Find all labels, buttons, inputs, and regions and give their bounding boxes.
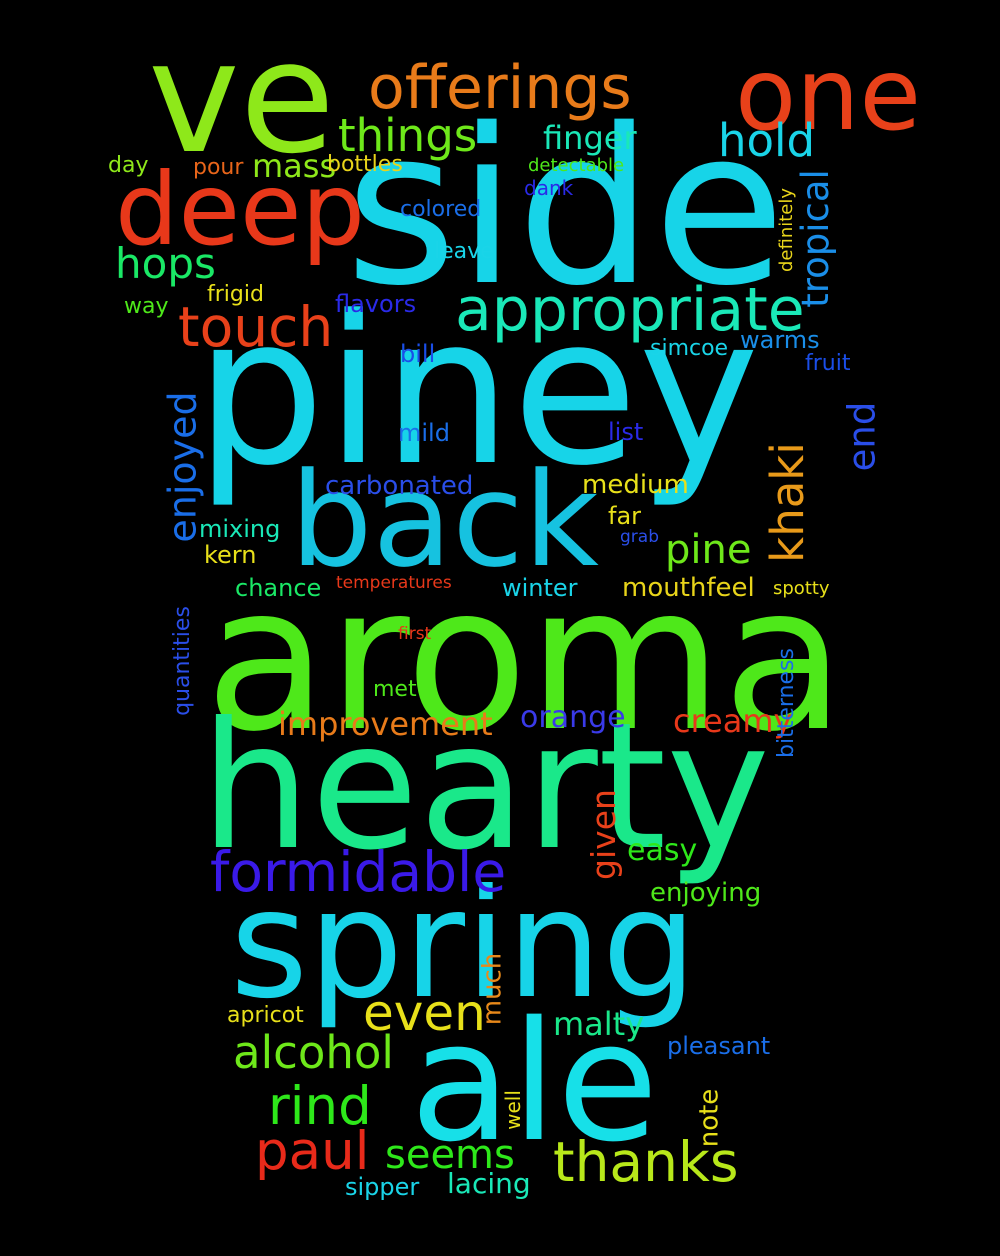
word-piney: piney xyxy=(195,273,760,511)
word-ale: ale xyxy=(410,986,659,1178)
word-first: first xyxy=(398,624,432,644)
word-lacing: lacing xyxy=(447,1167,531,1200)
word-enjoyed: enjoyed xyxy=(160,391,205,543)
word-seems: seems xyxy=(385,1132,515,1178)
word-leave: leave xyxy=(434,239,494,264)
word-temperatures: temperatures xyxy=(336,573,452,593)
word-sipper: sipper xyxy=(345,1173,420,1201)
word-appropriate: appropriate xyxy=(455,275,805,345)
word-paul: paul xyxy=(255,1121,370,1182)
word-finger: finger xyxy=(543,119,637,157)
word-fruit: fruit xyxy=(805,351,851,376)
word-creamy: creamy xyxy=(673,702,793,740)
word-easy: easy xyxy=(627,833,698,868)
word-tropical: tropical xyxy=(793,169,837,308)
word-quantities: quantities xyxy=(169,606,195,716)
word-winter: winter xyxy=(502,574,578,602)
word-alcohol: alcohol xyxy=(233,1026,394,1079)
word-ve: ve xyxy=(148,7,336,188)
word-hearty: hearty xyxy=(200,686,770,889)
word-hops: hops xyxy=(115,239,216,288)
word-improvement: improvement xyxy=(278,705,493,743)
word-enjoying: enjoying xyxy=(650,878,762,908)
word-dank: dank xyxy=(524,176,574,200)
word-thanks: thanks xyxy=(553,1130,739,1194)
word-rind: rind xyxy=(268,1076,372,1137)
word-bitterness: bitterness xyxy=(773,648,799,758)
word-bottles: bottles xyxy=(327,152,403,177)
word-one: one xyxy=(735,36,922,153)
word-pour: pour xyxy=(193,155,244,180)
word-spring: spring xyxy=(230,858,697,1032)
word-spotty: spotty xyxy=(773,578,830,599)
word-aroma: aroma xyxy=(205,543,846,776)
word-mild: mild xyxy=(398,419,450,447)
word-well: well xyxy=(500,1090,525,1130)
word-definitely: definitely xyxy=(776,187,798,273)
word-pine: pine xyxy=(665,527,752,573)
word-day: day xyxy=(108,153,149,178)
word-given: given xyxy=(583,789,623,880)
word-khaki: khaki xyxy=(760,442,814,563)
word-mass: mass xyxy=(252,147,337,185)
word-even: even xyxy=(363,984,486,1042)
word-simcoe: simcoe xyxy=(650,336,729,361)
word-medium: medium xyxy=(582,470,689,500)
word-bill: bill xyxy=(400,340,436,368)
word-chance: chance xyxy=(235,574,322,602)
word-orange: orange xyxy=(520,700,626,735)
word-list: list xyxy=(608,418,644,446)
word-frigid: frigid xyxy=(207,282,264,307)
word-note: note xyxy=(694,1088,725,1148)
word-pleasant: pleasant xyxy=(667,1032,771,1060)
word-colored: colored xyxy=(400,197,482,222)
word-far: far xyxy=(608,502,642,530)
word-much: much xyxy=(477,952,508,1026)
word-flavors: flavors xyxy=(335,290,417,318)
word-formidable: formidable xyxy=(210,840,507,904)
word-end: end xyxy=(840,401,884,472)
word-deep: deep xyxy=(115,151,365,268)
word-touch: touch xyxy=(178,295,334,359)
word-met: met xyxy=(373,677,417,702)
word-grab: grab xyxy=(620,527,659,547)
word-back: back xyxy=(290,444,599,596)
word-things: things xyxy=(338,109,478,162)
word-mixing: mixing xyxy=(199,515,281,543)
word-hold: hold xyxy=(718,114,816,167)
word-detectable: detectable xyxy=(528,155,625,176)
word-mouthfeel: mouthfeel xyxy=(622,573,755,603)
word-warms: warms xyxy=(740,326,820,354)
word-kern: kern xyxy=(204,541,257,569)
word-carbonated: carbonated xyxy=(325,471,474,501)
word-malty: malty xyxy=(553,1005,645,1043)
word-offerings: offerings xyxy=(368,53,632,123)
word-apricot: apricot xyxy=(227,1003,304,1028)
word-side: side xyxy=(345,82,786,333)
word-way: way xyxy=(124,294,169,319)
